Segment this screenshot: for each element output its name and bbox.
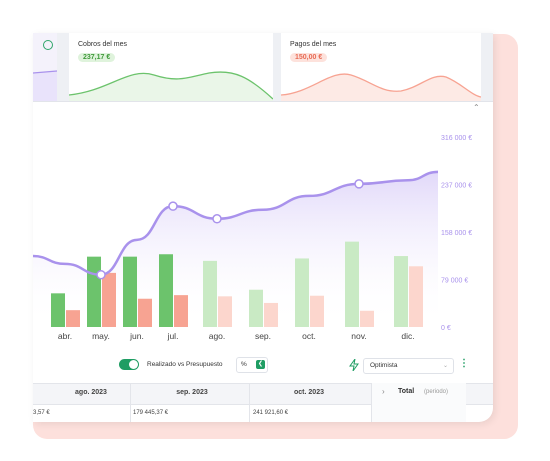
x-tick-label: ago.: [209, 331, 226, 341]
toggle-knob: [129, 360, 138, 369]
cobros-title: Cobros del mes: [78, 41, 128, 48]
settings-icon[interactable]: [43, 40, 53, 50]
chevron-right-icon[interactable]: ›: [382, 387, 385, 396]
summary-cards-bar: Cobros del mes 237,17 € Pagos del mes 15…: [33, 33, 493, 102]
lightning-icon: [349, 359, 359, 371]
y-tick-label: 79 000 €: [441, 278, 468, 285]
expense-bar: [264, 302, 278, 327]
y-tick-label: 237 000 €: [441, 183, 472, 190]
cobros-sparkline: [69, 71, 273, 101]
mini-card-cobros[interactable]: Cobros del mes 237,17 €: [69, 33, 273, 101]
expense-bar: [174, 295, 188, 327]
column-header: oct. 2023: [294, 389, 324, 396]
scenario-value: Optimista: [370, 362, 398, 369]
x-tick-label: jul.: [167, 331, 179, 341]
x-tick-label: nov.: [351, 331, 366, 341]
y-tick-label: 158 000 €: [441, 230, 472, 237]
x-tick-label: sep.: [255, 331, 271, 341]
balance-point: [354, 179, 364, 189]
balance-point: [212, 214, 222, 224]
balance-point: [168, 201, 178, 211]
income-bar: [159, 254, 173, 327]
expense-bar: [102, 272, 116, 327]
x-tick-label: may.: [92, 331, 110, 341]
x-tick-label: jun.: [129, 331, 144, 341]
x-tick-label: abr.: [58, 331, 72, 341]
cobros-value-badge: 237,17 €: [78, 53, 116, 62]
expense-bar: [66, 310, 80, 327]
dashboard-card: Cobros del mes 237,17 € Pagos del mes 15…: [33, 33, 493, 422]
scroll-up-icon[interactable]: ⌃: [473, 103, 480, 112]
realizado-toggle[interactable]: [119, 359, 139, 370]
pagos-sparkline: [281, 73, 481, 101]
income-bar: [87, 256, 101, 327]
mini-card-partial-chart: [33, 70, 57, 101]
income-bar: [203, 260, 217, 327]
percent-toggle-icon[interactable]: ❮: [256, 360, 265, 369]
income-bar: [123, 256, 137, 327]
expense-bar: [409, 266, 423, 327]
income-bar: [345, 241, 359, 327]
percent-control[interactable]: % ❮: [236, 357, 268, 373]
more-options-icon[interactable]: ⋮: [459, 358, 469, 369]
pagos-title: Pagos del mes: [290, 41, 337, 48]
column-header: ago. 2023: [75, 389, 107, 396]
y-tick-label: 0 €: [441, 325, 451, 332]
income-bar: [295, 258, 309, 327]
expense-bar: [310, 295, 324, 327]
expense-bar: [360, 310, 374, 327]
table-cell: 3,57 €: [33, 410, 50, 416]
column-header: sep. 2023: [176, 389, 208, 396]
total-panel: › Total (periodo): [371, 383, 466, 422]
x-tick-label: dic.: [401, 331, 414, 341]
total-sub-label: (periodo): [424, 389, 449, 395]
income-bar: [249, 289, 263, 327]
column-divider: [130, 383, 131, 422]
x-tick-label: oct.: [302, 331, 316, 341]
pagos-value-badge: 150,00 €: [290, 53, 328, 62]
mini-card-pagos[interactable]: Pagos del mes 150,00 €: [281, 33, 481, 101]
expense-bar: [218, 296, 232, 327]
table-cell: 241 921,60 €: [253, 410, 289, 416]
chevron-down-icon: ⌄: [442, 363, 448, 369]
column-divider: [249, 383, 250, 422]
total-label: Total: [398, 388, 415, 395]
table-cell: 179 445,37 €: [133, 410, 169, 416]
scenario-select[interactable]: Optimista ⌄: [363, 358, 454, 374]
y-tick-label: 316 000 €: [441, 135, 472, 142]
balance-point: [96, 269, 106, 280]
expense-bar: [138, 298, 152, 327]
income-bar: [51, 293, 65, 327]
main-chart: 316 000 € 237 000 € 158 000 € 79 000 € 0 € ab…: [33, 135, 472, 341]
income-bar: [394, 256, 408, 327]
toggle-label: Realizado vs Presupuesto: [147, 361, 223, 368]
percent-label: %: [241, 361, 247, 368]
